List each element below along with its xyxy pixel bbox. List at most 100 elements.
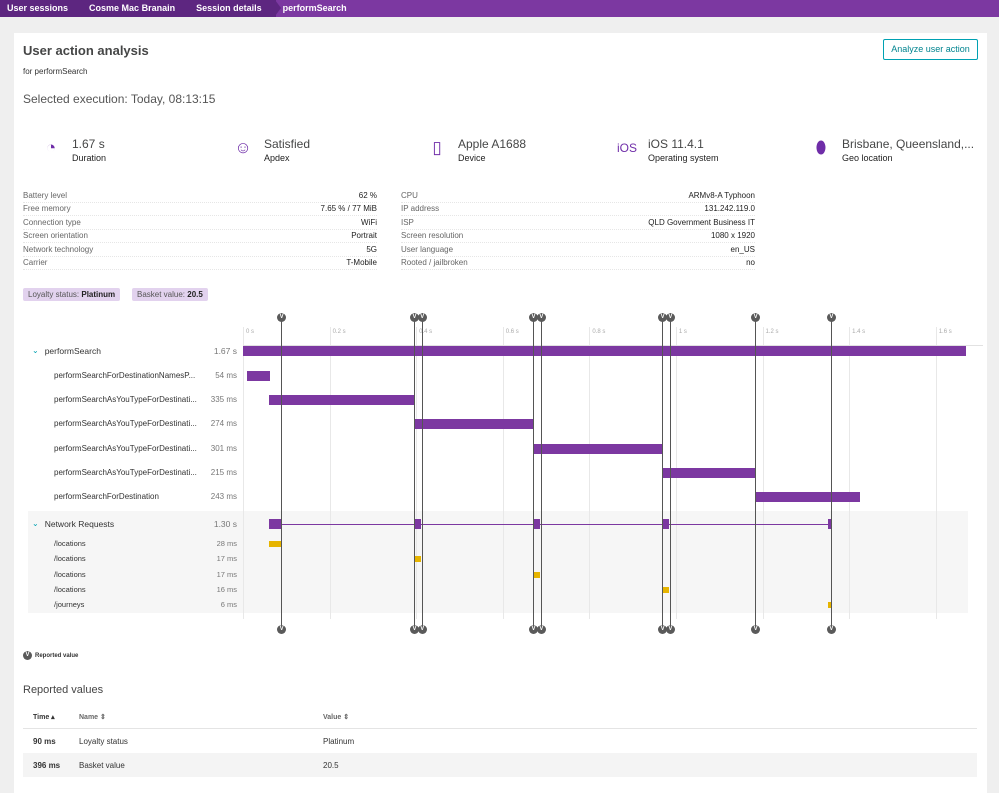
chevron-down-icon[interactable]: ⌄ xyxy=(32,346,39,355)
property-row: ISP QLD Government Business IT xyxy=(401,216,755,230)
row-network-request[interactable]: /journeys 6 ms xyxy=(32,600,237,609)
reported-values-title: Reported values xyxy=(23,684,104,696)
breadcrumb-user[interactable]: Cosme Mac Branain xyxy=(82,0,195,17)
row-duration: 17 ms xyxy=(216,570,237,579)
axis-tick: 0.2 s xyxy=(329,327,346,619)
row-name: performSearchForDestinationNamesP... xyxy=(54,371,196,380)
location-pin-icon: ⬮ xyxy=(815,138,827,157)
property-value: 131.242.119.0 xyxy=(704,204,755,214)
child-action-bar[interactable] xyxy=(414,419,533,429)
network-request-block xyxy=(268,519,282,529)
row-duration: 28 ms xyxy=(216,539,237,548)
row-network-requests[interactable]: ⌄ Network Requests 1.30 s xyxy=(32,519,237,529)
row-duration: 243 ms xyxy=(210,492,237,501)
analyze-user-action-button[interactable]: Analyze user action xyxy=(883,39,978,60)
request-bar[interactable] xyxy=(533,572,541,578)
breadcrumb: User sessions Cosme Mac Branain Session … xyxy=(0,0,999,17)
property-row: Screen resolution 1080 x 1920 xyxy=(401,230,755,243)
marker-icon: V xyxy=(826,313,836,322)
property-row: CPU ARMv8-A Typhoon xyxy=(401,189,755,203)
property-value: WiFi xyxy=(361,217,377,227)
network-span-line xyxy=(268,524,832,525)
row-name: /locations xyxy=(54,539,86,548)
property-row: Screen orientation Portrait xyxy=(23,230,377,243)
child-action-bar[interactable] xyxy=(662,468,757,478)
property-row: IP address 131.242.119.0 xyxy=(401,203,755,216)
request-bar[interactable] xyxy=(268,541,282,547)
row-child-action[interactable]: performSearchAsYouTypeForDestinati... 274… xyxy=(32,419,237,428)
axis-tick: 1.6 s xyxy=(935,327,952,619)
row-child-action[interactable]: performSearchAsYouTypeForDestinati... 215… xyxy=(32,468,237,477)
row-name: performSearchAsYouTypeForDestinati... xyxy=(54,468,197,477)
property-label: Rooted / jailbroken xyxy=(401,258,468,268)
axis-tick: 0.6 s xyxy=(502,327,519,619)
marker-icon: V xyxy=(277,625,287,634)
column-name[interactable]: Name ⇕ xyxy=(79,713,106,721)
kpi-apdex: ☺ Satisfied Apdex xyxy=(232,137,310,163)
ios-icon: iOS xyxy=(616,141,637,155)
property-label: Network technology xyxy=(23,244,94,254)
marker-icon: V xyxy=(536,625,546,634)
marker-icon: V xyxy=(410,313,419,322)
table-header: Time ▴ Name ⇕ Value ⇕ xyxy=(23,705,977,729)
axis-tick: 0.4 s xyxy=(416,327,432,619)
cell-name: Basket value xyxy=(79,760,125,770)
action-bar[interactable] xyxy=(243,346,966,356)
chevron-down-icon[interactable]: ⌄ xyxy=(32,519,39,528)
row-child-action[interactable]: performSearchAsYouTypeForDestinati... 301… xyxy=(32,444,237,453)
row-duration: 301 ms xyxy=(210,444,237,453)
property-label: CPU xyxy=(401,190,418,200)
row-name: performSearchAsYouTypeForDestinati... xyxy=(54,395,197,404)
row-network-request[interactable]: /locations 17 ms xyxy=(32,570,237,579)
row-child-action[interactable]: performSearchForDestination 243 ms xyxy=(32,492,237,501)
tag-key: Basket value: xyxy=(137,290,186,299)
row-child-action[interactable]: performSearchAsYouTypeForDestinati... 335… xyxy=(32,395,237,404)
row-performsearch[interactable]: ⌄ performSearch 1.67 s xyxy=(32,346,237,356)
tag-value: Platinum xyxy=(81,290,116,299)
breadcrumb-user-sessions[interactable]: User sessions xyxy=(0,0,88,17)
child-action-bar[interactable] xyxy=(268,395,414,405)
property-value: ARMv8-A Typhoon xyxy=(688,190,755,200)
row-name: Network Requests xyxy=(44,519,115,529)
properties-left: Battery level 62 % Free memory 7.65 % / 77 … xyxy=(23,189,377,270)
property-value: Portrait xyxy=(351,231,377,241)
cell-value: Platinum xyxy=(323,736,355,746)
kpi-text: 1.67 s Duration xyxy=(72,137,106,163)
smiley-icon: ☺ xyxy=(234,138,252,157)
row-network-request[interactable]: /locations 16 ms xyxy=(32,585,237,594)
breadcrumb-session-details[interactable]: Session details xyxy=(189,0,281,17)
kpi-value: Apple A1688 xyxy=(458,137,527,151)
row-network-request[interactable]: /locations 28 ms xyxy=(32,539,237,548)
marker-icon: V xyxy=(751,625,761,634)
column-time[interactable]: Time ▴ xyxy=(33,713,55,721)
row-name: performSearchForDestination xyxy=(54,492,159,501)
kpi-geo-location: ⬮ Brisbane, Queensland,... Geo location xyxy=(810,137,974,163)
reported-value-icon: V xyxy=(23,651,32,660)
row-child-action[interactable]: performSearchForDestinationNamesP... 54 m… xyxy=(32,371,237,380)
row-network-request[interactable]: /locations 17 ms xyxy=(32,554,237,563)
child-action-bar[interactable] xyxy=(755,492,861,502)
child-action-bar[interactable] xyxy=(533,444,664,454)
property-row: Free memory 7.65 % / 77 MiB xyxy=(23,203,377,216)
marker-icon: V xyxy=(529,625,539,634)
request-bar[interactable] xyxy=(414,556,422,562)
row-name: /locations xyxy=(54,570,86,579)
kpi-label: Geo location xyxy=(842,153,893,163)
child-action-bar[interactable] xyxy=(246,371,271,381)
column-value[interactable]: Value ⇕ xyxy=(323,713,350,721)
cell-time: 90 ms xyxy=(33,736,56,746)
request-bar[interactable] xyxy=(828,602,831,608)
breadcrumb-current: performSearch xyxy=(282,3,347,13)
request-bar[interactable] xyxy=(662,587,669,593)
legend-label: Reported value xyxy=(35,652,79,659)
kpi-value: 1.67 s xyxy=(72,137,105,151)
